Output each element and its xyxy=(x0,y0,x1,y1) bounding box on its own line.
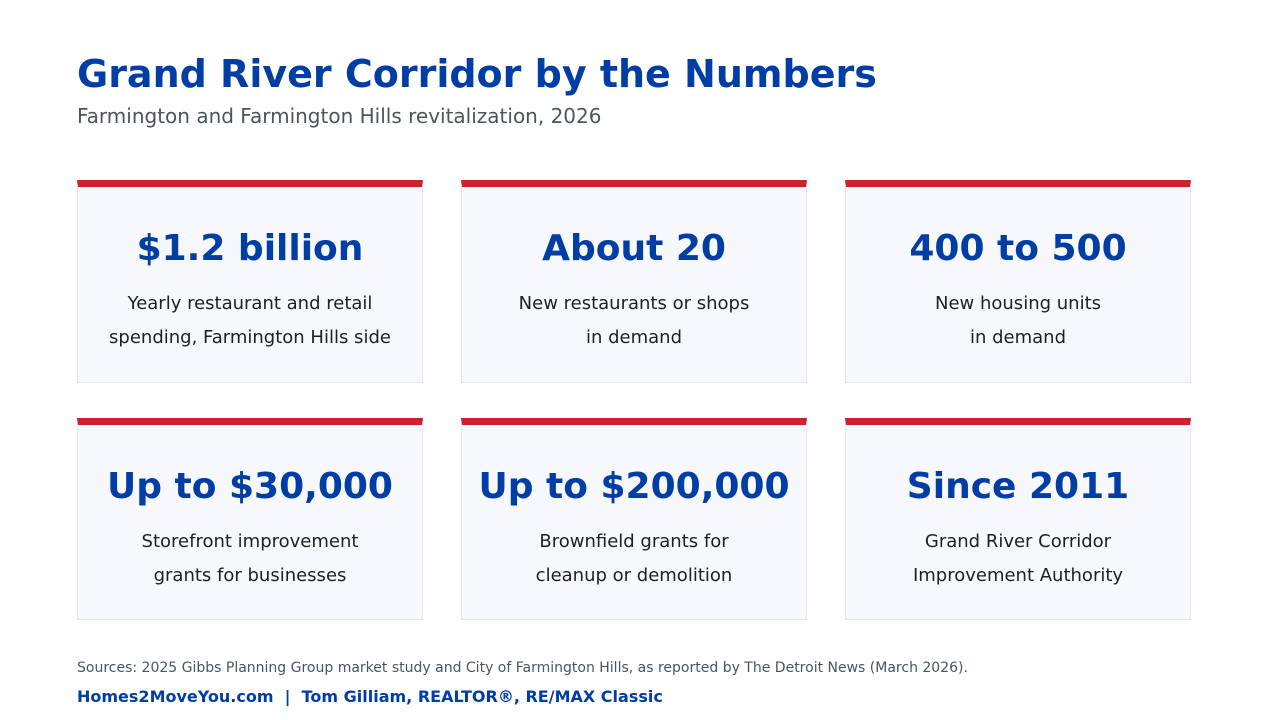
stat-label-line: in demand xyxy=(585,327,683,348)
footer-credit: Homes2MoveYou.com | Tom Gilliam, REALTOR… xyxy=(77,687,663,706)
stat-card-housing-units: 400 to 500 New housing units in demand xyxy=(845,180,1191,383)
stat-label-line: Grand River Corridor xyxy=(924,531,1112,552)
stat-label-line: New housing units xyxy=(935,293,1101,314)
stat-label-line: Brownfield grants for xyxy=(539,531,729,552)
stats-grid: $1.2 billion Yearly restaurant and retai… xyxy=(77,180,1191,620)
stat-card-authority-since: Since 2011 Grand River Corridor Improvem… xyxy=(845,418,1191,620)
sources-note: Sources: 2025 Gibbs Planning Group marke… xyxy=(77,660,968,676)
stat-label: New housing units in demand xyxy=(846,287,1190,355)
stat-label-line: Improvement Authority xyxy=(912,565,1124,586)
stat-label-line: grants for businesses xyxy=(153,565,347,586)
stat-label-line: Yearly restaurant and retail xyxy=(127,293,373,314)
stat-label: Brownfield grants for cleanup or demolit… xyxy=(462,525,806,593)
stat-card-new-restaurants: About 20 New restaurants or shops in dem… xyxy=(461,180,807,383)
stat-value: 400 to 500 xyxy=(909,228,1127,269)
page-subtitle: Farmington and Farmington Hills revitali… xyxy=(77,104,602,128)
stat-value: Up to $200,000 xyxy=(478,466,790,507)
stat-label-line: Storefront improvement xyxy=(141,531,359,552)
stat-label-line: spending, Farmington Hills side xyxy=(109,327,391,348)
stat-value: Up to $30,000 xyxy=(107,466,393,507)
page-title: Grand River Corridor by the Numbers xyxy=(77,52,877,96)
stat-label: Grand River Corridor Improvement Authori… xyxy=(846,525,1190,593)
stat-label-line: cleanup or demolition xyxy=(535,565,733,586)
stat-card-storefront-grants: Up to $30,000 Storefront improvement gra… xyxy=(77,418,423,620)
stat-value: About 20 xyxy=(542,228,726,269)
stat-value: Since 2011 xyxy=(906,466,1130,507)
stat-value: $1.2 billion xyxy=(136,228,364,269)
stat-card-restaurant-spending: $1.2 billion Yearly restaurant and retai… xyxy=(77,180,423,383)
stat-label: New restaurants or shops in demand xyxy=(462,287,806,355)
stat-label-line: New restaurants or shops xyxy=(518,293,750,314)
stat-label-line: in demand xyxy=(969,327,1067,348)
stat-card-brownfield-grants: Up to $200,000 Brownfield grants for cle… xyxy=(461,418,807,620)
stat-label: Storefront improvement grants for busine… xyxy=(78,525,422,593)
stat-label: Yearly restaurant and retail spending, F… xyxy=(78,287,422,355)
